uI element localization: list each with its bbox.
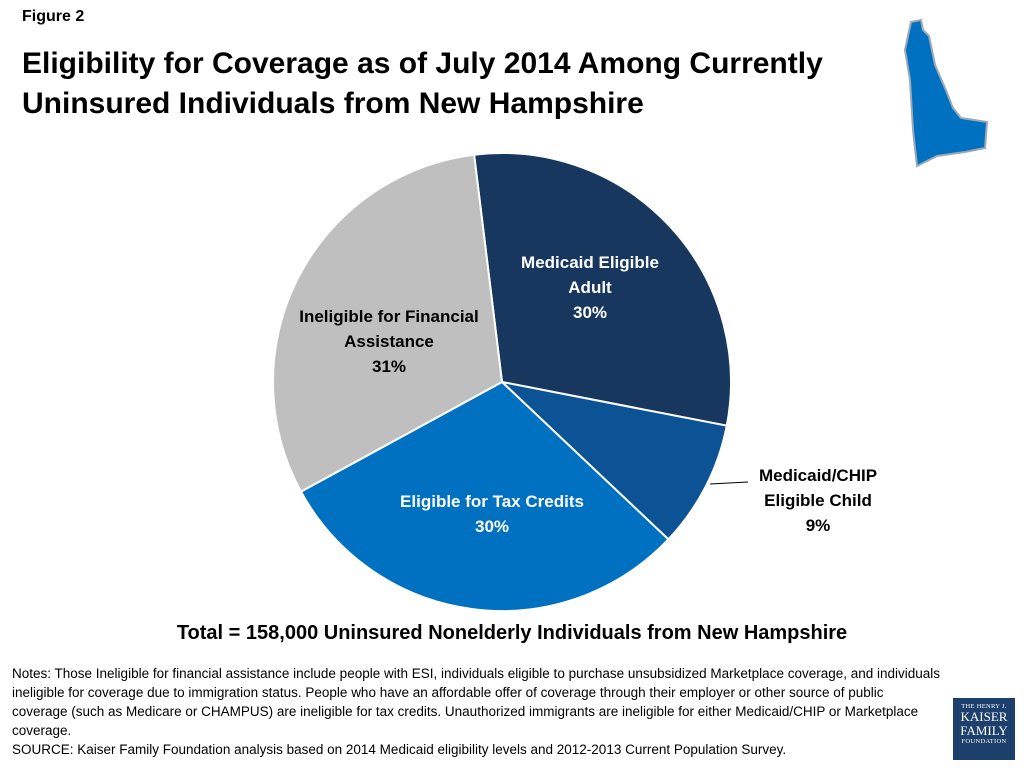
- logo-line-3: FAMILY: [960, 723, 1008, 738]
- slice-value-label: 9%: [805, 516, 831, 535]
- chart-title-line-2: Uninsured Individuals from New Hampshire: [22, 87, 644, 120]
- slice-label-line: Medicaid/CHIP: [758, 466, 878, 485]
- logo-line-4: FOUNDATION: [961, 738, 1007, 745]
- pie-slice-eligible-for-tax-credits: [299, 380, 670, 612]
- source-text: SOURCE: Kaiser Family Foundation analysi…: [12, 742, 787, 757]
- notes: Notes: Those Ineligible for financial as…: [12, 664, 942, 759]
- logo-line-2: KAISER: [960, 709, 1008, 724]
- slice-value-label: 31%: [371, 357, 407, 376]
- new-hampshire-map-icon: [903, 18, 989, 168]
- slice-label-ineligible-for-financial-assistance: Ineligible for Financial Assistance 31%: [284, 304, 494, 379]
- slice-label-eligible-for-tax-credits: Eligible for Tax Credits 30%: [382, 489, 602, 539]
- pie-chart: [272, 152, 749, 612]
- chart-title-line-1: Eligibility for Coverage as of July 2014…: [22, 47, 823, 80]
- leader-line-medicaid-chip: [709, 481, 749, 485]
- slice-label-medicaid-chip-eligible-child: Medicaid/CHIP Eligible Child 9%: [738, 463, 898, 538]
- logo-line-1: THE HENRY J.: [961, 703, 1007, 710]
- slice-label-line: Ineligible for Financial: [299, 307, 479, 326]
- slice-value-label: 30%: [572, 303, 608, 322]
- slice-label-medicaid-eligible-adult: Medicaid Eligible Adult 30%: [500, 250, 680, 325]
- pie-slice-ineligible-for-financial-assistance: [272, 153, 504, 493]
- figure-label: Figure 2: [22, 8, 85, 25]
- slice-label-line: Eligible for Tax Credits: [400, 492, 584, 511]
- pie-slice-medicaid-eligible-adult: [472, 152, 732, 427]
- kaiser-family-foundation-logo: THE HENRY J. KAISER FAMILY FOUNDATION: [953, 698, 1015, 760]
- slice-label-line: Medicaid Eligible: [521, 253, 659, 272]
- slice-label-line: Eligible Child: [764, 491, 872, 510]
- slice-label-line: Adult: [568, 278, 612, 297]
- total-caption: Total = 158,000 Uninsured Nonelderly Ind…: [176, 622, 848, 644]
- notes-text: Notes: Those Ineligible for financial as…: [12, 666, 941, 738]
- pie-slice-medicaid-chip-eligible-child: [498, 380, 728, 541]
- chart-title: Eligibility for Coverage as of July 2014…: [22, 44, 882, 124]
- slice-label-line: Assistance: [344, 332, 434, 351]
- slice-value-label: 30%: [474, 517, 510, 536]
